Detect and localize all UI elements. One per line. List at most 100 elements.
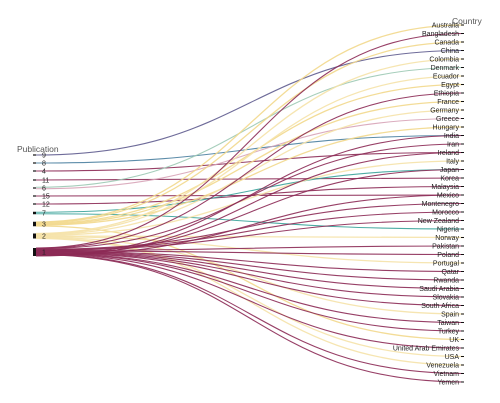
right-tick-label: Australia [432,23,459,30]
right-tick-label: Greece [436,116,459,123]
right-tick-label: USA [445,354,460,361]
link-3-australia [35,24,465,223]
link-8-india [35,134,465,164]
left-tick-label: 4 [42,169,46,176]
link-1-united-arab-emirates [35,253,465,349]
right-tick-label: Japan [440,167,459,174]
left-node-2 [33,233,36,239]
link-6-denmark [35,66,465,188]
right-tick-label: Pakistan [432,244,459,251]
links-layer [35,24,465,383]
left-tick-label: 7 [42,211,46,218]
right-tick-label: Slovakia [433,295,460,302]
link-1-bangladesh [35,32,465,249]
left-axis-title: Publication [17,144,59,154]
right-tick-label: Norway [435,235,459,242]
left-tick-label: 9 [42,153,46,160]
right-tick-label: South Africa [421,303,459,310]
right-tick-label: Egypt [441,82,459,89]
right-tick-label: Morocco [432,210,459,217]
link-2-spain [35,236,465,315]
right-tick-label: Spain [441,312,459,319]
link-2-ecuador [35,75,465,235]
right-axis-title: Country [452,16,483,26]
link-3-canada [35,41,465,224]
right-tick-label: Korea [440,176,459,183]
left-node-6 [33,187,36,189]
right-tick-label: China [441,48,459,55]
link-2-norway [35,235,465,239]
left-tick-label: 11 [42,178,49,185]
left-node-1 [33,248,36,256]
right-tick-label: Canada [434,40,459,47]
link-1-taiwan [35,252,465,324]
left-node-15 [33,195,36,197]
left-node-11 [33,179,36,181]
left-tick-label: 15 [42,194,50,201]
right-tick-label: Malaysia [431,184,459,191]
right-tick-label: Saudi Arabia [419,286,459,293]
right-tick-label: Hungary [433,125,460,132]
right-tick-label: Colombia [429,57,459,64]
right-tick-label: Italy [446,159,459,166]
right-tick-label: New Zealand [418,218,459,225]
link-7-japan [35,168,465,213]
right-tick-label: Yemen [437,380,459,387]
link-7-nigeria [35,213,465,230]
left-tick-label: 12 [42,202,50,209]
link-1-india [35,134,465,256]
right-tick-label: Denmark [431,65,460,72]
right-tick-label: Taiwan [437,320,459,327]
link-1-saudi-arabia [35,251,465,290]
link-1-rwanda [35,251,465,281]
left-node-12 [33,203,36,205]
link-3-hungary [35,126,465,226]
link-2-venezuela [35,237,465,366]
link-2-portugal [35,235,465,264]
link-2-usa [35,237,465,358]
right-tick-label: United Arab Emirates [393,346,460,353]
right-tick-label: Iran [447,142,459,149]
left-tick-label: 1 [42,250,46,257]
right-tick-label: Bangladesh [422,31,459,38]
link-1-ethiopia [35,92,465,249]
link-1-ireland [35,151,465,257]
right-tick-label: Venezuela [426,363,459,370]
right-tick-label: Nigeria [437,227,459,234]
link-9-china [35,49,465,156]
link-2-germany [35,109,465,236]
right-tick-label: UK [449,337,459,344]
right-tick-label: France [437,99,459,106]
link-1-morocco [35,211,465,251]
link-1-vietnam [35,253,465,375]
left-node-4 [33,170,36,172]
link-4-ireland [35,151,465,172]
link-1-iran [35,143,465,250]
left-node-3 [33,221,36,227]
link-1-yemen [35,253,465,383]
right-tick-label: Ethiopia [434,91,459,98]
right-tick-label: Germany [430,108,459,115]
link-11-korea [35,177,465,181]
link-1-turkey [35,252,465,332]
right-tick-label: Montenegro [422,201,459,208]
link-1-montenegro [35,202,465,251]
link-1-mexico [35,194,465,257]
right-tick-label: Qatar [441,269,459,276]
right-tick-label: Vietnam [433,371,459,378]
link-1-south-africa [35,252,465,307]
link-2-italy [35,160,465,237]
link-1-slovakia [35,251,465,298]
left-tick-label: 3 [42,222,46,229]
right-tick-label: Mexico [437,193,459,200]
right-tick-label: Portugal [433,261,460,268]
right-tick-label: Turkey [438,329,460,336]
right-tick-label: Ecuador [433,74,460,81]
left-tick-label: 2 [42,234,46,241]
left-tick-label: 6 [42,186,46,193]
left-tick-label: 8 [42,161,46,168]
left-node-8 [33,162,36,164]
